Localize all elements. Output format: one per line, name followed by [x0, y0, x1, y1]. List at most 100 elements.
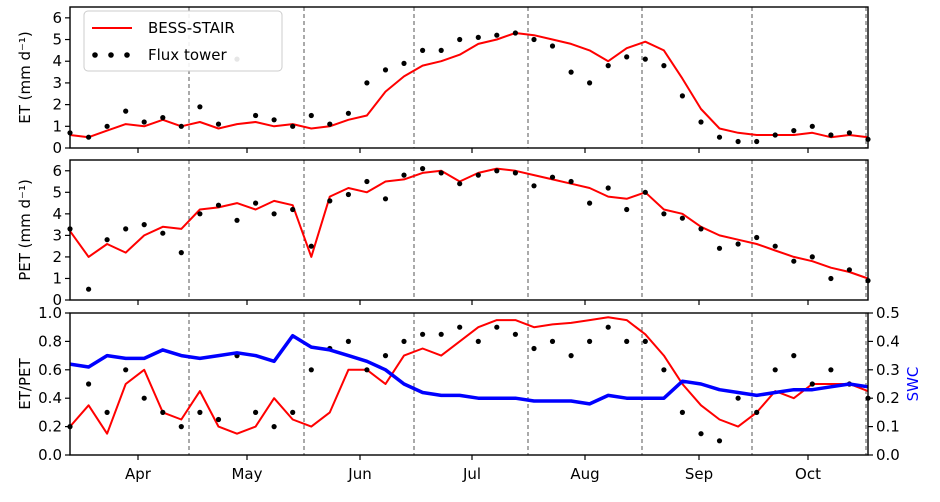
- flux-tower-point: [420, 47, 426, 54]
- y-tick-label: 0.8: [38, 332, 62, 350]
- flux-tower-point: [438, 331, 444, 337]
- flux-tower-point: [290, 206, 296, 213]
- flux-tower-point: [178, 424, 184, 430]
- flux-tower-point: [475, 172, 481, 178]
- y-tick-label: 1.0: [38, 304, 62, 322]
- flux-tower-point: [661, 211, 667, 217]
- flux-tower-point: [772, 132, 778, 138]
- flux-tower-point: [549, 338, 556, 344]
- flux-tower-point: [253, 112, 259, 119]
- flux-tower-point: [809, 254, 815, 260]
- flux-tower-point: [178, 250, 184, 256]
- flux-tower-point: [772, 243, 778, 249]
- flux-tower-point: [698, 226, 704, 232]
- flux-tower-point: [327, 121, 333, 127]
- swc-line: [69, 333, 869, 406]
- bess-stair-line: [69, 316, 869, 435]
- flux-tower-point: [382, 353, 389, 359]
- flux-tower-point: [290, 123, 296, 129]
- flux-tower-point: [512, 30, 519, 36]
- flux-tower-point: [457, 324, 463, 330]
- flux-tower-point: [271, 424, 277, 430]
- flux-tower-point: [791, 353, 797, 359]
- y-tick-label: 1: [52, 117, 62, 135]
- flux-tower-point: [494, 324, 500, 330]
- flux-tower-point: [754, 409, 760, 415]
- flux-tower-point: [141, 395, 147, 401]
- flux-tower-point: [716, 245, 723, 251]
- x-tick-label: Oct: [795, 465, 821, 483]
- y2-tick-label: 0.3: [876, 361, 900, 379]
- flux-tower-point: [846, 267, 853, 273]
- y-tick-label: 4: [52, 205, 62, 223]
- flux-tower-point: [457, 181, 463, 187]
- flux-tower-point: [735, 395, 741, 401]
- flux-tower-point: [382, 196, 389, 202]
- flux-tower-point: [178, 123, 184, 129]
- flux-tower-point: [86, 134, 92, 140]
- x-tick-label: Jul: [462, 465, 481, 483]
- y-tick-label: 3: [52, 74, 62, 92]
- legend-point-swatch: [124, 52, 130, 58]
- flux-tower-point: [457, 36, 463, 43]
- flux-tower-point: [494, 32, 500, 38]
- legend: BESS-STAIR Flux tower: [83, 10, 283, 72]
- y-tick-label: 3: [52, 226, 62, 244]
- flux-tower-point: [438, 170, 444, 176]
- flux-tower-point: [401, 172, 407, 178]
- flux-tower-point: [568, 69, 574, 75]
- axes-frame: [69, 159, 869, 301]
- flux-tower-point: [308, 243, 314, 249]
- x-tick-label: May: [231, 465, 262, 483]
- flux-tower-point: [735, 241, 741, 247]
- flux-tower-point: [345, 191, 351, 198]
- y2-tick-label: 0.2: [876, 389, 900, 407]
- flux-tower-point: [253, 409, 259, 415]
- flux-tower-point: [345, 110, 351, 116]
- flux-tower-point: [327, 198, 333, 204]
- flux-tower-point: [160, 409, 166, 415]
- flux-tower-point: [308, 112, 314, 119]
- y-tick-label: 6: [52, 9, 62, 27]
- flux-tower-point: [828, 275, 834, 282]
- y-tick-label: 0: [52, 139, 62, 157]
- flux-tower-point: [587, 80, 593, 86]
- y-tick-label: 2: [52, 96, 62, 114]
- flux-tower-point: [234, 217, 240, 223]
- flux-tower-point: [679, 215, 686, 221]
- legend-label: Flux tower: [148, 46, 228, 64]
- flux-tower-point: [308, 367, 314, 373]
- y-tick-label: 6: [52, 162, 62, 180]
- flux-tower-point: [624, 206, 630, 213]
- flux-tower-point: [568, 353, 574, 359]
- flux-tower-point: [605, 324, 611, 330]
- flux-tower-point: [587, 338, 593, 344]
- flux-tower-point: [642, 189, 648, 195]
- y-tick-label: 1: [52, 269, 62, 287]
- y-tick-label: 0.4: [38, 389, 62, 407]
- flux-tower-point: [494, 168, 500, 174]
- flux-tower-point: [160, 115, 166, 121]
- flux-tower-point: [716, 134, 723, 140]
- x-tick-label: Sep: [685, 465, 713, 483]
- pet-panel: 0 1 2 3 4 5 6 PET (mm d⁻¹): [16, 159, 871, 309]
- flux-tower-point: [401, 60, 407, 66]
- flux-tower-point: [809, 381, 815, 387]
- flux-tower-point: [828, 132, 834, 138]
- flux-tower-point: [809, 123, 815, 129]
- flux-tower-point: [345, 338, 351, 344]
- flux-tower-point: [642, 338, 648, 344]
- flux-tower-point: [253, 200, 259, 206]
- flux-tower-point: [215, 202, 222, 208]
- flux-tower-point: [698, 119, 704, 125]
- et-panel: 0 1 2 3 4 5 6 ET (mm d⁻¹): [16, 6, 871, 157]
- bess-stair-line: [69, 167, 869, 280]
- x-tick-label: Aug: [570, 465, 599, 483]
- flux-tower-point: [475, 338, 481, 344]
- y-axis-label: ET/PET: [16, 357, 34, 409]
- flux-tower-point: [123, 108, 129, 114]
- flux-tower-point: [605, 63, 611, 69]
- flux-tower-point: [549, 43, 556, 49]
- y-tick-label: 0.6: [38, 361, 62, 379]
